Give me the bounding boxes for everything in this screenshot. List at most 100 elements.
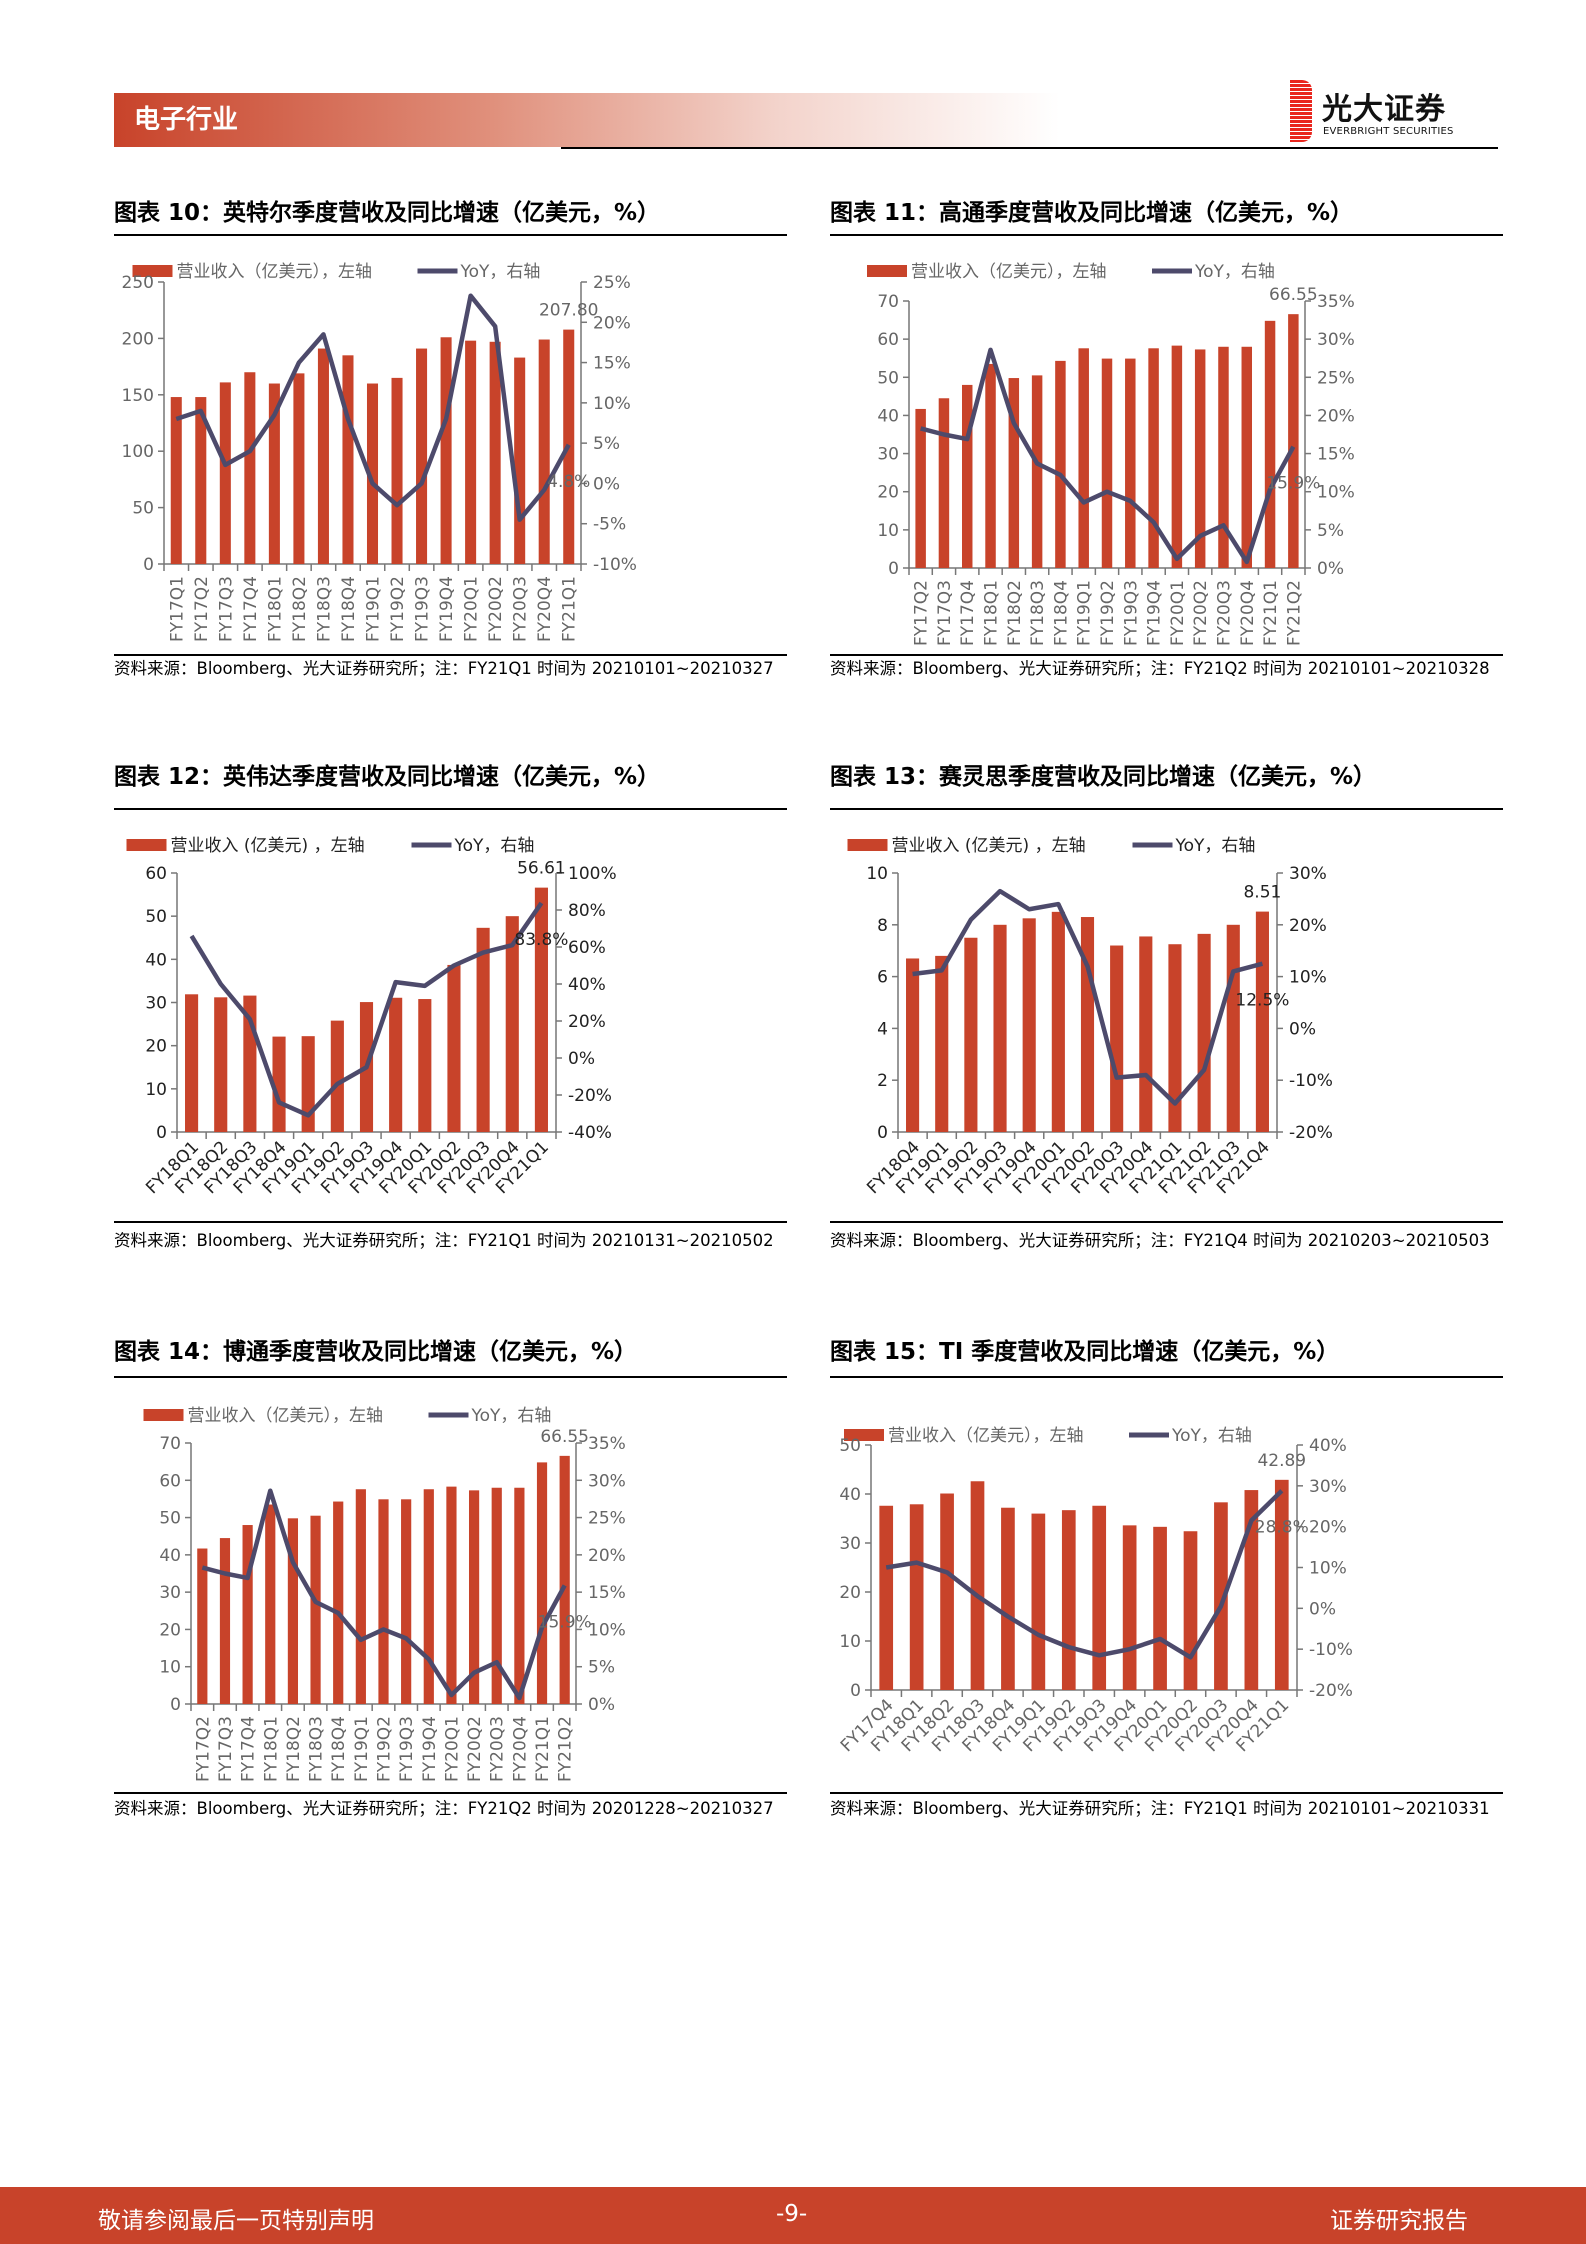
revenue-bar [418, 999, 432, 1132]
legend-bar-swatch [867, 265, 907, 277]
revenue-bar [287, 1518, 299, 1704]
category-label: FY20Q3 [511, 576, 531, 642]
right-tick-label: 5% [593, 434, 620, 454]
left-tick-label: 6 [877, 968, 888, 988]
category-label: FY20Q3 [488, 1716, 508, 1782]
right-tick-label: 10% [1309, 1559, 1347, 1579]
revenue-bar [505, 916, 519, 1132]
category-label: FY19Q2 [1098, 580, 1118, 646]
left-tick-label: 60 [145, 864, 167, 884]
chart-title: 图表 10：英特尔季度营收及同比增速（亿美元，%） [114, 200, 661, 226]
revenue-bar [1214, 1502, 1228, 1690]
title-divider [114, 808, 787, 810]
category-label: FY18Q3 [1028, 580, 1048, 646]
category-label: FY17Q3 [216, 576, 236, 642]
category-label: FY18Q4 [1051, 580, 1071, 646]
right-tick-label: -5% [593, 515, 626, 535]
revenue-bar [468, 1490, 480, 1704]
right-tick-label: 20% [568, 1012, 606, 1032]
revenue-bar [244, 372, 256, 564]
right-tick-label: 20% [593, 313, 631, 333]
category-label: FY19Q1 [364, 576, 384, 642]
revenue-bar [915, 408, 926, 568]
revenue-bar [265, 1504, 276, 1704]
source-divider [830, 1792, 1503, 1794]
title-divider [830, 234, 1503, 236]
category-label: FY19Q4 [1145, 580, 1165, 646]
left-tick-label: 2 [877, 1071, 888, 1091]
chart-title: 图表 14：博通季度营收及同比增速（亿美元，%） [114, 1339, 638, 1365]
right-tick-label: 25% [1317, 368, 1355, 388]
category-label: FY19Q4 [420, 1716, 440, 1782]
right-tick-label: 30% [1289, 864, 1327, 884]
last-yoy-value-label: 12.5% [1235, 991, 1289, 1011]
right-tick-label: 15% [593, 354, 631, 374]
revenue-bar [440, 337, 452, 564]
right-tick-label: 10% [588, 1620, 626, 1640]
category-label: FY19Q1 [1075, 580, 1095, 646]
revenue-bar [391, 377, 403, 564]
revenue-bar [446, 1486, 457, 1704]
right-tick-label: 60% [568, 938, 606, 958]
revenue-bar [1197, 933, 1211, 1132]
chart-title: 图表 15：TI 季度营收及同比增速（亿美元，%） [830, 1339, 1340, 1365]
legend-bar-swatch [844, 1429, 884, 1441]
category-label: FY18Q3 [314, 576, 334, 642]
right-tick-label: 5% [1317, 521, 1344, 541]
revenue-bar [1274, 1479, 1289, 1690]
revenue-bar [293, 373, 305, 564]
revenue-bar [940, 1493, 954, 1690]
revenue-bar [185, 994, 199, 1132]
left-tick-label: 10 [839, 1632, 861, 1652]
right-tick-label: 20% [1317, 406, 1355, 426]
right-tick-label: -40% [568, 1123, 612, 1143]
right-tick-label: -10% [1309, 1640, 1353, 1660]
revenue-bar [1148, 348, 1159, 568]
right-tick-label: 5% [588, 1658, 615, 1678]
category-label: FY18Q2 [1005, 580, 1025, 646]
category-label: FY21Q1 [1261, 580, 1281, 646]
legend-line-label: YoY，右轴 [1175, 836, 1256, 856]
category-label: FY17Q2 [193, 1716, 213, 1782]
source-divider [830, 654, 1503, 656]
revenue-bar [242, 1525, 253, 1704]
revenue-bar [366, 383, 379, 564]
right-tick-label: -20% [1289, 1123, 1333, 1143]
revenue-bar [342, 355, 354, 564]
right-tick-label: 10% [1289, 968, 1327, 988]
revenue-bar [491, 1487, 502, 1704]
combo-chart: 营业收入 (亿美元) ，左轴 YoY，右轴 0 2 4 6 8 10 -20% -10% 0% 10%… [847, 836, 1333, 1198]
right-tick-label: 0% [1309, 1599, 1336, 1619]
right-tick-label: 0% [1289, 1019, 1316, 1039]
right-tick-label: 0% [568, 1049, 595, 1069]
category-label: FY17Q3 [935, 580, 955, 646]
revenue-bar [1241, 346, 1253, 568]
category-label: FY20Q2 [486, 576, 506, 642]
left-tick-label: 20 [145, 1037, 167, 1057]
left-tick-label: 70 [877, 292, 899, 312]
revenue-bar [170, 397, 182, 564]
source-divider [114, 1221, 787, 1223]
page-number: -9- [776, 2201, 808, 2227]
source-divider [114, 1792, 787, 1794]
chart-source-note: 资料来源：Bloomberg、光大证券研究所；注：FY21Q1 时间为 2021… [114, 1231, 774, 1250]
left-tick-label: 70 [159, 1434, 181, 1454]
combo-chart: 营业收入 (亿美元) ，左轴 YoY，右轴 0 10 20 30 40 50 60 -40% -20… [126, 836, 617, 1198]
revenue-bar [1218, 346, 1229, 568]
revenue-bar [1051, 911, 1065, 1132]
left-tick-label: 30 [839, 1534, 861, 1554]
chart-title: 图表 12：英伟达季度营收及同比增速（亿美元，%） [114, 764, 661, 790]
left-tick-label: 0 [850, 1681, 861, 1701]
revenue-bar [1101, 358, 1113, 568]
revenue-bar [1031, 1513, 1046, 1690]
right-tick-label: 0% [593, 474, 620, 494]
left-tick-label: 10 [866, 864, 888, 884]
revenue-bar [906, 958, 920, 1132]
last-bar-value-label: 42.89 [1257, 1451, 1306, 1471]
revenue-bar [219, 382, 231, 564]
revenue-bar [423, 1489, 434, 1704]
revenue-bar [301, 1036, 315, 1132]
company-logo: 光大证券 EVERBRIGHT SECURITIES [1290, 80, 1490, 146]
page-footer: 敬请参阅最后一页特别声明 -9- 证券研究报告 [0, 2187, 1586, 2244]
category-label: FY20Q4 [535, 576, 555, 642]
